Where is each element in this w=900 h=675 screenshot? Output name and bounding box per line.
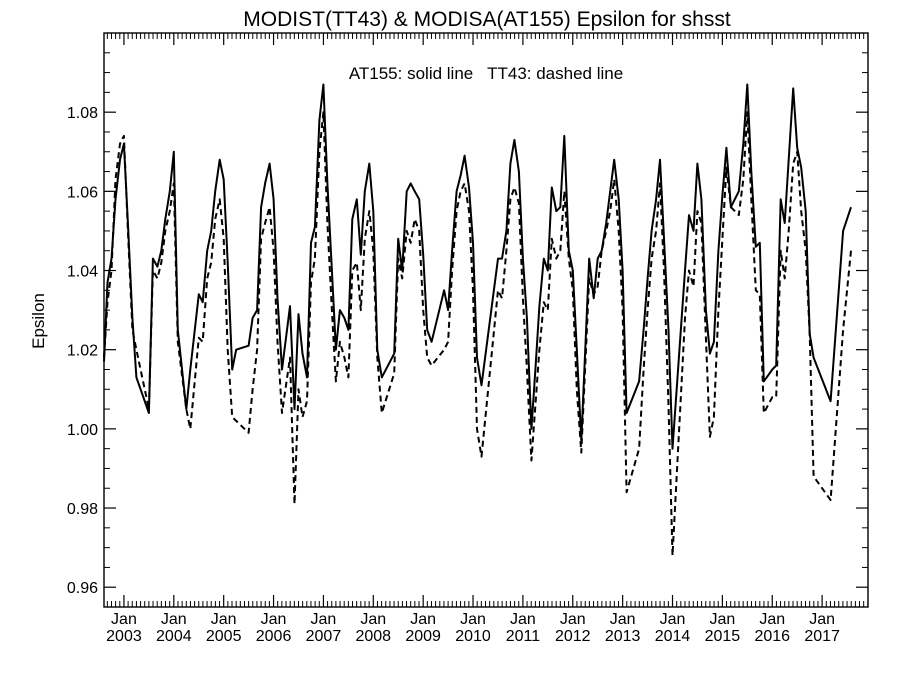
x-tick-year-label: 2011: [506, 628, 541, 645]
x-tick-year-label: 2013: [605, 628, 641, 645]
series-line-at155: [103, 83, 852, 450]
chart-title: MODIST(TT43) & MODISA(AT155) Epsilon for…: [243, 8, 731, 31]
x-tick-year-label: 2009: [405, 628, 441, 645]
series-line-tt43: [103, 111, 852, 557]
x-tick-month-label: Jan: [311, 611, 337, 628]
x-tick-month-label: Jan: [161, 611, 187, 628]
x-tick-month-label: Jan: [360, 611, 386, 628]
x-tick-year-label: 2014: [655, 628, 691, 645]
y-tick-label: 1.08: [67, 105, 98, 122]
x-tick-year-label: 2005: [206, 628, 242, 645]
x-tick-month-label: Jan: [560, 611, 586, 628]
y-tick-label: 1.00: [67, 422, 98, 439]
tick-labels: 0.960.981.001.021.041.061.08Jan2003Jan20…: [67, 105, 840, 645]
x-tick-month-label: Jan: [111, 611, 137, 628]
x-tick-year-label: 2010: [455, 628, 491, 645]
y-tick-label: 1.02: [67, 343, 98, 360]
x-tick-year-label: 2015: [705, 628, 741, 645]
series-annotation: AT155: solid line TT43: dashed line: [349, 64, 623, 83]
x-tick-year-label: 2016: [754, 628, 790, 645]
x-tick-year-label: 2007: [306, 628, 342, 645]
x-tick-year-label: 2006: [256, 628, 292, 645]
y-tick-label: 1.04: [67, 264, 98, 281]
x-tick-month-label: Jan: [410, 611, 436, 628]
x-tick-month-label: Jan: [709, 611, 735, 628]
y-tick-label: 0.98: [67, 501, 98, 518]
x-tick-month-label: Jan: [261, 611, 287, 628]
x-tick-month-label: Jan: [211, 611, 237, 628]
x-tick-month-label: Jan: [809, 611, 835, 628]
x-tick-year-label: 2017: [804, 628, 840, 645]
x-tick-year-label: 2008: [355, 628, 391, 645]
y-axis-label: Epsilon: [29, 293, 48, 349]
series-lines: [103, 83, 852, 557]
x-tick-year-label: 2004: [156, 628, 192, 645]
x-tick-year-label: 2003: [106, 628, 142, 645]
y-tick-label: 0.96: [67, 580, 98, 597]
x-tick-month-label: Jan: [660, 611, 686, 628]
axis-ticks: [104, 33, 869, 607]
x-tick-month-label: Jan: [759, 611, 785, 628]
plot-frame: [103, 32, 869, 608]
x-tick-month-label: Jan: [510, 611, 536, 628]
y-tick-label: 1.06: [67, 184, 98, 201]
x-tick-year-label: 2012: [555, 628, 591, 645]
x-tick-month-label: Jan: [610, 611, 636, 628]
x-tick-month-label: Jan: [460, 611, 486, 628]
